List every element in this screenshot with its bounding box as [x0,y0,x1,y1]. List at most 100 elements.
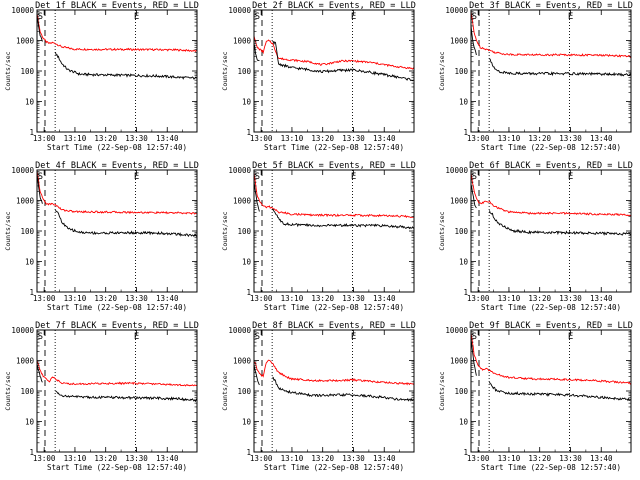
events-series-line [272,376,415,402]
x-axis-label: Start Time (22-Sep-08 12:57:40) [481,143,621,152]
lld-series-line [470,172,632,217]
y-tick-label: 1 [246,288,251,297]
y-tick-label: 1000 [450,357,469,366]
marker-e-label: E [134,12,139,22]
plot-frame [253,169,415,293]
y-tick-label: 1000 [233,37,252,46]
y-tick-label: 1 [463,448,468,457]
x-tick-label: 13:10 [498,134,521,143]
y-tick-label: 10 [25,258,35,267]
y-tick-label: 1000 [233,197,252,206]
x-tick-label: 13:10 [64,134,87,143]
y-tick-label: 10 [25,98,35,107]
y-tick-label: 1000 [16,37,35,46]
x-tick-label: 13:30 [342,134,365,143]
x-tick-label: 13:00 [250,294,273,303]
y-tick-label: 100 [237,227,251,236]
y-tick-label: 100 [454,387,468,396]
events-series-line [36,16,43,42]
y-tick-label: 1 [246,448,251,457]
x-tick-label: 13:20 [311,454,334,463]
x-axis-label: Start Time (22-Sep-08 12:57:40) [264,143,404,152]
y-tick-label: 1000 [16,357,35,366]
plot-frame [470,169,632,293]
x-tick-label: 13:40 [373,454,396,463]
marker-e-label: E [351,332,356,342]
y-tick-label: 1 [246,128,251,137]
y-tick-label: 100 [454,227,468,236]
x-axis-label: Start Time (22-Sep-08 12:57:40) [264,463,404,472]
x-tick-label: 13:00 [467,454,490,463]
x-tick-label: 13:10 [281,454,304,463]
panel-title: Det 3f BLACK = Events, RED = LLD [469,1,633,11]
x-tick-label: 13:30 [559,454,582,463]
x-axis-label: Start Time (22-Sep-08 12:57:40) [47,143,187,152]
y-tick-label: 10 [459,258,469,267]
y-tick-label: 10 [242,98,252,107]
events-series-line [470,184,477,209]
x-axis-label: Start Time (22-Sep-08 12:57:40) [481,463,621,472]
x-tick-label: 13:20 [528,294,551,303]
y-tick-label: 100 [237,387,251,396]
lld-series-line [253,359,415,386]
lld-series-line [253,172,415,219]
y-tick-label: 100 [237,67,251,76]
x-tick-label: 13:10 [498,454,521,463]
panel-title: Det 5f BLACK = Events, RED = LLD [252,161,416,171]
panel-title: Det 9f BLACK = Events, RED = LLD [469,321,633,331]
panel-title: Det 7f BLACK = Events, RED = LLD [35,321,199,331]
x-tick-label: 13:30 [125,134,148,143]
plot-frame [36,329,198,453]
x-tick-label: 13:40 [590,294,613,303]
x-tick-label: 13:40 [373,134,396,143]
y-tick-label: 10000 [11,166,34,175]
y-tick-label: 10 [242,258,252,267]
x-tick-label: 13:20 [94,294,117,303]
marker-s-label: S [255,12,260,22]
x-tick-label: 13:10 [498,294,521,303]
marker-s-label: S [472,332,477,342]
x-tick-label: 13:30 [342,294,365,303]
y-axis-label: Counts/sec [221,371,229,410]
marker-e-label: E [568,12,573,22]
x-tick-label: 13:20 [94,134,117,143]
x-tick-label: 13:20 [311,134,334,143]
y-tick-label: 10 [25,418,35,427]
x-tick-label: 13:40 [590,454,613,463]
marker-s-label: S [255,332,260,342]
marker-e-label: E [568,172,573,182]
panel-title: Det 4f BLACK = Events, RED = LLD [35,161,199,171]
events-series-line [55,52,198,80]
x-tick-label: 13:40 [156,294,179,303]
y-tick-label: 100 [454,67,468,76]
plot-frame [36,9,198,133]
plot-frame [470,9,632,133]
y-tick-label: 1 [463,128,468,137]
y-tick-label: 1 [463,288,468,297]
x-tick-label: 13:20 [94,454,117,463]
y-tick-label: 10000 [445,326,468,335]
x-tick-label: 13:10 [64,454,87,463]
marker-s-label: S [472,172,477,182]
y-tick-label: 10000 [445,6,468,15]
y-tick-label: 10000 [228,6,251,15]
x-tick-label: 13:00 [250,134,273,143]
x-axis-label: Start Time (22-Sep-08 12:57:40) [264,303,404,312]
lld-series-line [470,332,632,385]
x-tick-label: 13:10 [64,294,87,303]
x-tick-label: 13:30 [559,134,582,143]
lld-series-line [253,35,415,70]
y-tick-label: 1000 [16,197,35,206]
y-axis-label: Counts/sec [438,371,446,410]
x-tick-label: 13:20 [528,454,551,463]
marker-e-label: E [134,332,139,342]
marker-s-label: S [38,332,43,342]
lld-series-line [36,360,198,387]
y-tick-label: 1000 [450,37,469,46]
x-tick-label: 13:00 [33,134,56,143]
